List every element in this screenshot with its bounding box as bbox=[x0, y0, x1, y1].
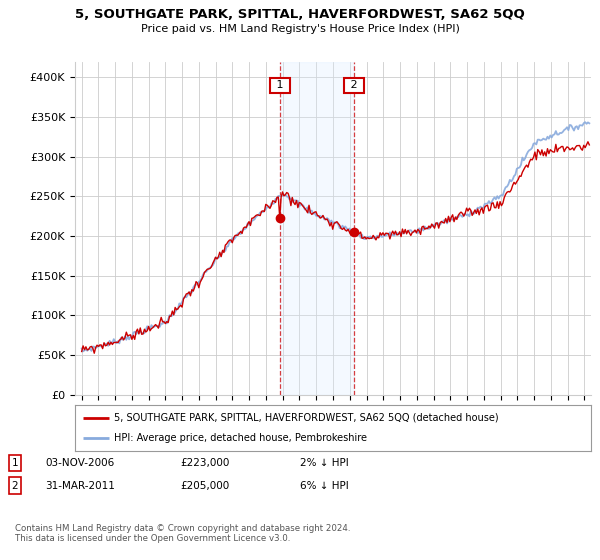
Text: 5, SOUTHGATE PARK, SPITTAL, HAVERFORDWEST, SA62 5QQ: 5, SOUTHGATE PARK, SPITTAL, HAVERFORDWES… bbox=[75, 8, 525, 21]
Text: HPI: Average price, detached house, Pembrokeshire: HPI: Average price, detached house, Pemb… bbox=[114, 433, 367, 443]
Bar bbox=[280, 62, 354, 395]
Text: Contains HM Land Registry data © Crown copyright and database right 2024.
This d: Contains HM Land Registry data © Crown c… bbox=[15, 524, 350, 543]
Text: 6% ↓ HPI: 6% ↓ HPI bbox=[300, 480, 349, 491]
Text: 03-NOV-2006: 03-NOV-2006 bbox=[45, 458, 114, 468]
Text: 31-MAR-2011: 31-MAR-2011 bbox=[45, 480, 115, 491]
Text: 1: 1 bbox=[273, 81, 287, 90]
Text: 5, SOUTHGATE PARK, SPITTAL, HAVERFORDWEST, SA62 5QQ (detached house): 5, SOUTHGATE PARK, SPITTAL, HAVERFORDWES… bbox=[114, 413, 499, 423]
Text: 2% ↓ HPI: 2% ↓ HPI bbox=[300, 458, 349, 468]
Text: 2: 2 bbox=[347, 81, 361, 90]
Text: £205,000: £205,000 bbox=[180, 480, 229, 491]
Text: 2: 2 bbox=[11, 480, 19, 491]
Text: Price paid vs. HM Land Registry's House Price Index (HPI): Price paid vs. HM Land Registry's House … bbox=[140, 24, 460, 34]
Text: £223,000: £223,000 bbox=[180, 458, 229, 468]
Text: 1: 1 bbox=[11, 458, 19, 468]
